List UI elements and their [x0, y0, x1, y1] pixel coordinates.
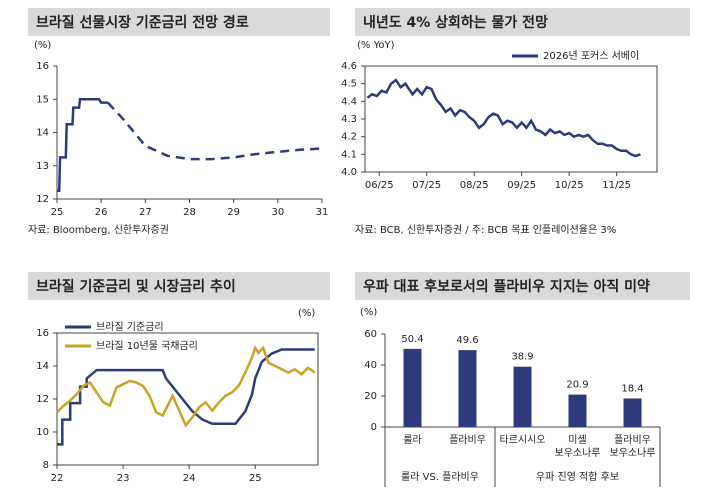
x-tick-label: 룰라 — [403, 434, 421, 446]
y-tick-label: 4.3 — [341, 114, 357, 125]
x-tick-label: 06/25 — [365, 180, 394, 191]
y-tick-label: 8 — [43, 460, 49, 471]
chart-title: 브라질 기준금리 및 시장금리 추이 — [36, 278, 236, 295]
title-bar — [28, 272, 330, 300]
title-bar — [28, 8, 330, 36]
bar — [568, 394, 587, 427]
group-label: 우파 진영 적합 후보 — [536, 471, 619, 483]
x-tick-label: 27 — [139, 207, 152, 218]
y-tick-label: 4.2 — [341, 132, 357, 143]
bar — [458, 350, 477, 427]
y-axis-label: (% YoY) — [357, 40, 395, 51]
series-line — [57, 348, 315, 446]
bar — [513, 366, 532, 427]
plot-frame — [364, 65, 658, 173]
x-tick-label: 30 — [271, 207, 284, 218]
x-tick-label: 타르시시오 — [500, 434, 546, 446]
legend-label: 브라질 기준금리 — [96, 321, 164, 333]
x-tick-label: 28 — [183, 207, 196, 218]
x-tick-label: 플라비우 — [449, 434, 486, 446]
y-axis-label: (%) — [34, 40, 51, 51]
bar — [623, 398, 642, 427]
series-line — [57, 98, 108, 192]
y-tick-label: 14 — [36, 361, 49, 372]
legend-label: 2026년 포커스 서베이 — [543, 50, 639, 62]
value-label: 50.4 — [401, 334, 423, 345]
series-line — [56, 345, 316, 428]
x-tick-label: 08/25 — [460, 180, 489, 191]
y-tick-label: 4.6 — [341, 61, 357, 72]
source-note: 자료: BCB, 신한투자증권 / 주: BCB 목표 인플레이션율은 3% — [355, 224, 616, 236]
y-tick-label: 20 — [364, 391, 377, 402]
title-bar — [355, 272, 690, 300]
y-tick-label: 16 — [36, 328, 49, 339]
x-tick-label: 25 — [249, 473, 262, 484]
x-tick-label: 29 — [227, 207, 240, 218]
y-tick-label: 40 — [364, 360, 377, 371]
x-tick-label: 23 — [117, 473, 130, 484]
y-tick-label: 4.4 — [341, 96, 357, 107]
x-tick-label: 07/25 — [412, 180, 441, 191]
y-tick-label: 12 — [36, 394, 49, 405]
y-tick-label: 14 — [36, 128, 49, 139]
y-tick-label: 0 — [371, 422, 377, 433]
y-axis-label: (%) — [360, 307, 377, 318]
source-note: 자료: Bloomberg, 신한투자증권 — [28, 224, 169, 236]
series-line — [106, 101, 323, 161]
plot-frame — [56, 332, 319, 466]
x-tick-label: 10/25 — [555, 180, 584, 191]
y-tick-label: 60 — [364, 329, 377, 340]
y-tick-label: 4.0 — [341, 167, 357, 178]
x-tick-label: 11/25 — [602, 180, 631, 191]
x-tick-label: 26 — [95, 207, 108, 218]
chart-title: 브라질 선물시장 기준금리 전망 경로 — [36, 14, 249, 31]
y-tick-label: 10 — [36, 427, 49, 438]
series-line — [366, 78, 641, 158]
value-label: 38.9 — [511, 352, 533, 363]
legend-label: 브라질 10년물 국채금리 — [96, 340, 198, 352]
value-label: 18.4 — [621, 383, 643, 394]
x-tick-label: 24 — [183, 473, 196, 484]
chart-title: 내년도 4% 상회하는 물가 전망 — [363, 14, 548, 31]
y-tick-label: 12 — [36, 194, 49, 205]
chart-title: 우파 대표 후보로서의 플라비우 지지는 아직 미약 — [363, 278, 650, 295]
group-label: 룰라 VS. 플라비우 — [401, 471, 479, 483]
title-bar — [355, 8, 690, 36]
y-tick-label: 4.1 — [341, 149, 357, 160]
bar — [403, 348, 422, 427]
x-tick-label: 22 — [51, 473, 64, 484]
x-tick-label: 25 — [51, 207, 64, 218]
y-tick-label: 16 — [36, 61, 49, 72]
y-axis-label: (%) — [298, 308, 315, 319]
value-label: 49.6 — [456, 335, 478, 346]
y-tick-label: 4.5 — [341, 79, 357, 90]
x-tick-label: 플라비우 보우소나루 — [610, 434, 656, 459]
y-tick-label: 13 — [36, 161, 49, 172]
value-label: 20.9 — [566, 380, 588, 391]
x-tick-label: 31 — [316, 207, 329, 218]
x-tick-label: 미셸 보우소나루 — [555, 434, 601, 459]
y-tick-label: 15 — [36, 94, 49, 105]
x-tick-label: 09/25 — [507, 180, 536, 191]
